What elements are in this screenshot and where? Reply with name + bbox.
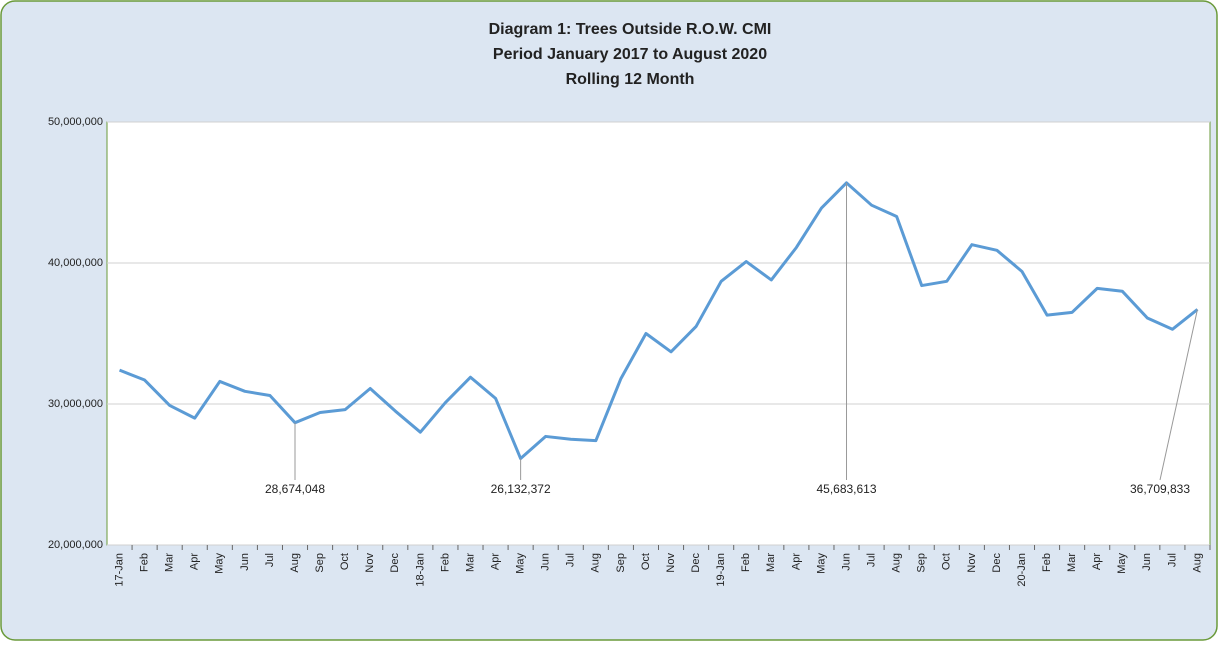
x-tick-label: Mar bbox=[765, 553, 777, 572]
x-tick-label: May bbox=[515, 553, 527, 574]
plot-area bbox=[106, 121, 1211, 546]
x-tick-label: Apr bbox=[790, 553, 802, 570]
x-tick-label: Jul bbox=[565, 553, 577, 567]
x-tick-label: 18-Jan bbox=[414, 553, 426, 587]
x-tick-label: Apr bbox=[189, 553, 201, 570]
x-tick-label: Jul bbox=[1166, 553, 1178, 567]
x-tick-label: Mar bbox=[164, 553, 176, 572]
x-tick-label: Apr bbox=[489, 553, 501, 570]
x-tick-label: May bbox=[1116, 553, 1128, 574]
data-label: 45,683,613 bbox=[816, 482, 876, 496]
x-tick-label: Jul bbox=[865, 553, 877, 567]
chart-title: Rolling 12 Month bbox=[566, 71, 695, 88]
x-tick-label: Apr bbox=[1091, 553, 1103, 570]
x-tick-label: Nov bbox=[665, 553, 677, 573]
x-tick-label: Aug bbox=[289, 553, 301, 573]
x-tick-label: Mar bbox=[1066, 553, 1078, 572]
x-tick-label: Sep bbox=[916, 553, 928, 573]
chart-title: Diagram 1: Trees Outside R.O.W. CMI bbox=[489, 21, 772, 38]
x-tick-label: May bbox=[815, 553, 827, 574]
x-tick-label: Dec bbox=[690, 553, 702, 573]
x-tick-label: Dec bbox=[991, 553, 1003, 573]
x-tick-label: 20-Jan bbox=[1016, 553, 1028, 587]
x-tick-label: 17-Jan bbox=[113, 553, 125, 587]
x-tick-label: Oct bbox=[339, 553, 351, 570]
x-tick-label: 19-Jan bbox=[715, 553, 727, 587]
x-tick-label: Jun bbox=[840, 553, 852, 571]
x-tick-label: Feb bbox=[1041, 553, 1053, 572]
x-tick-label: Nov bbox=[966, 553, 978, 573]
leader-line bbox=[1159, 309, 1198, 481]
chart-title: Period January 2017 to August 2020 bbox=[493, 46, 767, 63]
line-series bbox=[118, 181, 1199, 461]
data-label: 36,709,833 bbox=[1130, 482, 1190, 496]
y-tick-label: 20,000,000 bbox=[48, 539, 103, 551]
x-tick-label: Feb bbox=[439, 553, 451, 572]
data-label: 28,674,048 bbox=[265, 482, 325, 496]
x-tick-label: Sep bbox=[615, 553, 627, 573]
x-tick-label: Aug bbox=[590, 553, 602, 573]
y-tick-label: 30,000,000 bbox=[48, 398, 103, 410]
x-tick-label: Jul bbox=[264, 553, 276, 567]
x-tick-label: Mar bbox=[464, 553, 476, 572]
x-tick-label: Jun bbox=[540, 553, 552, 571]
x-tick-label: Dec bbox=[389, 553, 401, 573]
x-tick-label: Aug bbox=[891, 553, 903, 573]
x-tick-label: Jun bbox=[239, 553, 251, 571]
data-label: 26,132,372 bbox=[491, 482, 551, 496]
x-tick-label: Feb bbox=[740, 553, 752, 572]
y-tick-label: 40,000,000 bbox=[48, 257, 103, 269]
x-tick-label: Feb bbox=[139, 553, 151, 572]
x-tick-label: Jun bbox=[1141, 553, 1153, 571]
x-tick-label: May bbox=[214, 553, 226, 574]
x-tick-label: Aug bbox=[1191, 553, 1203, 573]
x-tick-label: Nov bbox=[364, 553, 376, 573]
x-tick-label: Oct bbox=[941, 553, 953, 570]
y-tick-label: 50,000,000 bbox=[48, 116, 103, 128]
x-tick-label: Oct bbox=[640, 553, 652, 570]
x-tick-label: Sep bbox=[314, 553, 326, 573]
